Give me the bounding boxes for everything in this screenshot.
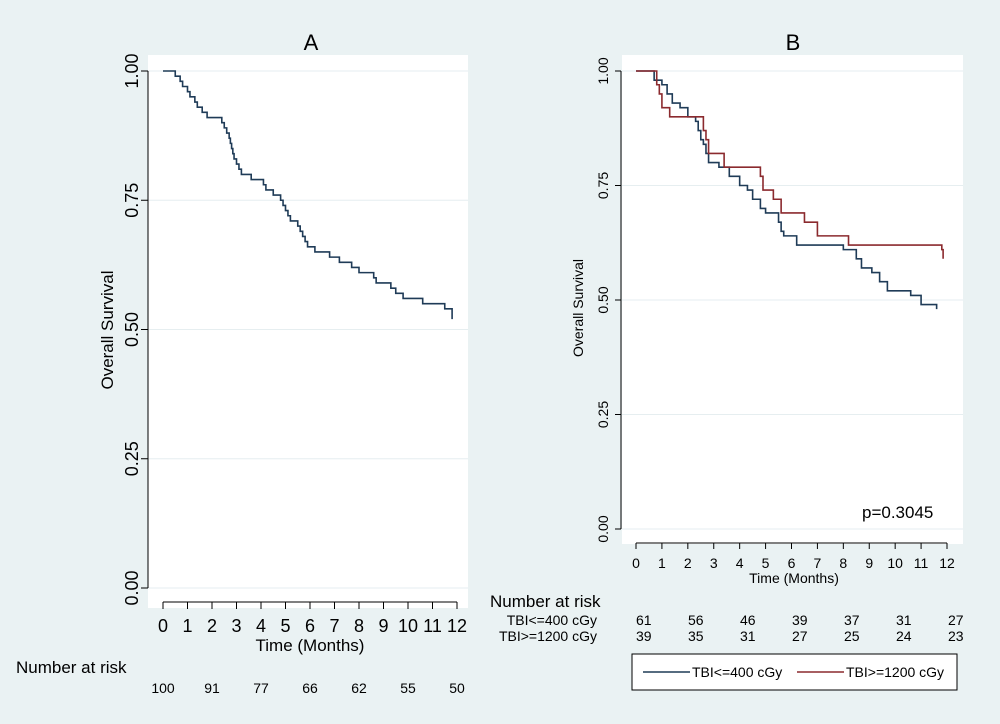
panel-a-curves: [163, 70, 453, 320]
y-tick-label: 0.75: [595, 172, 611, 199]
x-tick-label: 2: [684, 555, 692, 571]
panel-a-title: A: [304, 30, 319, 55]
survival-curve-overall: [163, 70, 453, 320]
x-tick-label: 1: [182, 616, 192, 636]
y-tick-label: 0.25: [122, 441, 142, 476]
risk-count: 39: [792, 612, 808, 628]
x-tick-label: 7: [329, 616, 339, 636]
panel-b-gridlines: [622, 70, 963, 530]
risk-count: 55: [400, 680, 416, 696]
x-tick-label: 4: [736, 555, 744, 571]
x-tick-label: 11: [423, 616, 442, 636]
legend-label-tbi-high: TBI>=1200 cGy: [846, 664, 944, 680]
x-tick-label: 0: [632, 555, 640, 571]
x-tick-label: 9: [378, 616, 388, 636]
panel-a: 0.000.250.500.751.00 0 1 2 3 4 5 6 7 8 9 10 11 12 A …: [16, 30, 468, 696]
x-tick-label: 1: [658, 555, 666, 571]
x-tick-label: 3: [231, 616, 241, 636]
x-tick-label: 2: [207, 616, 217, 636]
risk-count: 39: [636, 628, 652, 644]
panel-b-y-tick-labels: 0.00 0.25 0.50 0.75 1.00: [595, 57, 611, 542]
panel-b-p-value: p=0.3045: [862, 503, 933, 522]
y-tick-label: 0.00: [122, 570, 142, 605]
x-tick-label: 11: [914, 555, 929, 571]
x-tick-label: 9: [865, 555, 873, 571]
panel-a-plot-area: [148, 55, 468, 608]
x-tick-label: 12: [447, 616, 467, 636]
y-tick-label: 1.00: [595, 57, 611, 84]
panel-a-risk-title: Number at risk: [16, 658, 127, 677]
risk-count: 56: [688, 612, 704, 628]
panel-a-y-axis-label: Overall Survival: [98, 270, 117, 389]
risk-count: 100: [151, 680, 175, 696]
x-tick-label: 5: [280, 616, 290, 636]
x-tick-label: 3: [710, 555, 718, 571]
x-tick-label: 10: [887, 555, 903, 571]
risk-row-label: TBI<=400 cGy: [507, 612, 597, 628]
x-tick-label: 6: [788, 555, 796, 571]
y-tick-label: 1.00: [122, 53, 142, 88]
panel-a-risk-table: 100 91 77 66 62 55 50: [151, 680, 465, 696]
legend-label-tbi-low: TBI<=400 cGy: [692, 664, 782, 680]
survival-curve-tbi-1200-cgy: [636, 70, 944, 259]
x-tick-label: 6: [305, 616, 315, 636]
x-tick-label: 0: [158, 616, 168, 636]
panel-a-y-tick-labels: 0.00 0.25 0.50 0.75 1.00: [122, 53, 142, 605]
panel-b-curves: [636, 70, 944, 310]
panel-b-risk-title: Number at risk: [490, 592, 601, 611]
y-tick-label: 0.25: [595, 401, 611, 428]
panel-b: 0.000.250.500.751.00 0 1 2 3 4 5 6 7 8 9 10 11 12 B …: [490, 30, 964, 691]
y-tick-label: 0.00: [595, 515, 611, 542]
risk-count: 50: [449, 680, 465, 696]
panel-b-axes: [615, 70, 948, 549]
y-tick-label: 0.75: [122, 183, 142, 218]
risk-count: 31: [896, 612, 912, 628]
risk-count: 91: [204, 680, 220, 696]
risk-count: 25: [844, 628, 860, 644]
risk-count: 46: [740, 612, 756, 628]
x-tick-label: 5: [762, 555, 770, 571]
panel-a-gridlines: [148, 70, 468, 589]
panel-b-title: B: [786, 30, 801, 55]
x-tick-label: 7: [814, 555, 822, 571]
risk-count: 31: [740, 628, 756, 644]
x-tick-label: 10: [398, 616, 418, 636]
risk-count: 24: [896, 628, 912, 644]
risk-row-label: TBI>=1200 cGy: [499, 628, 597, 644]
y-tick-label: 0.50: [122, 312, 142, 347]
survival-curve-tbi-400-cgy: [636, 70, 938, 310]
risk-count: 62: [351, 680, 367, 696]
risk-count: 66: [302, 680, 318, 696]
x-tick-label: 8: [839, 555, 847, 571]
panel-b-x-tick-labels: 0 1 2 3 4 5 6 7 8 9 10 11 12: [632, 555, 955, 571]
x-tick-label: 4: [256, 616, 266, 636]
risk-count: 37: [844, 612, 860, 628]
risk-count: 61: [636, 612, 652, 628]
risk-count: 27: [792, 628, 808, 644]
panel-b-y-axis-label: Overall Survival: [570, 259, 586, 357]
y-tick-label: 0.50: [595, 286, 611, 313]
risk-count: 77: [253, 680, 269, 696]
panel-b-x-axis-label: Time (Months): [749, 570, 839, 586]
panel-b-legend: TBI<=400 cGy TBI>=1200 cGy: [631, 653, 958, 691]
panel-b-risk-table: TBI<=400 cGy 61 56 46 39 37 31 27 TBI>=1200 cGy 3…: [499, 612, 964, 644]
x-tick-label: 8: [354, 616, 364, 636]
risk-count: 23: [948, 628, 964, 644]
panel-a-axes: [141, 70, 458, 609]
panel-a-x-tick-labels: 0 1 2 3 4 5 6 7 8 9 10 11 12: [158, 616, 467, 636]
risk-count: 27: [948, 612, 964, 628]
risk-count: 35: [688, 628, 704, 644]
panel-a-x-axis-label: Time (Months): [256, 636, 365, 655]
x-tick-label: 12: [939, 555, 955, 571]
